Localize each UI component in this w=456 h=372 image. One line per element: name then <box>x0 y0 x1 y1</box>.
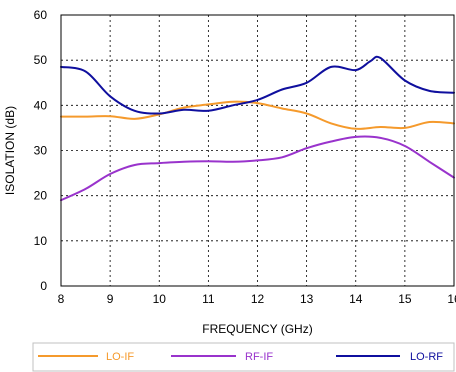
y-tick-label: 20 <box>34 189 48 203</box>
legend-label-rf-if: RF-IF <box>245 351 273 363</box>
x-tick-label: 8 <box>58 292 65 306</box>
x-axis-label: FREQUENCY (GHz) <box>202 322 312 336</box>
series-line-rf-if <box>60 135 455 202</box>
x-tick-label: 16 <box>447 292 456 306</box>
plot-frame <box>60 14 455 287</box>
series-line-lo-rf <box>60 55 455 115</box>
x-tick-label: 15 <box>398 292 412 306</box>
y-tick-label: 10 <box>34 234 48 248</box>
x-tick-label: 9 <box>107 292 114 306</box>
grid <box>61 15 454 286</box>
y-tick-label: 50 <box>34 53 48 67</box>
x-tick-label: 11 <box>202 292 215 306</box>
legend-label-lo-if: LO-IF <box>106 351 134 363</box>
series-lines <box>60 55 455 202</box>
y-axis-label: ISOLATION (dB) <box>3 106 17 195</box>
series-line-lo-if <box>60 100 455 130</box>
y-tick-label: 30 <box>34 144 48 158</box>
legend-label-lo-rf: LO-RF <box>410 351 443 363</box>
x-tick-label: 14 <box>349 292 363 306</box>
x-tick-labels: 8 9 10 11 12 13 14 15 16 <box>58 292 456 306</box>
x-tick-label: 13 <box>300 292 314 306</box>
y-tick-label: 40 <box>34 98 48 112</box>
x-tick-label: 12 <box>251 292 265 306</box>
y-tick-label: 60 <box>34 8 48 22</box>
legend: LO-IF RF-IF LO-RF <box>32 342 455 372</box>
x-tick-label: 10 <box>153 292 167 306</box>
y-tick-label: 0 <box>40 279 47 293</box>
y-tick-labels: 0 10 20 30 40 50 60 <box>34 8 48 293</box>
